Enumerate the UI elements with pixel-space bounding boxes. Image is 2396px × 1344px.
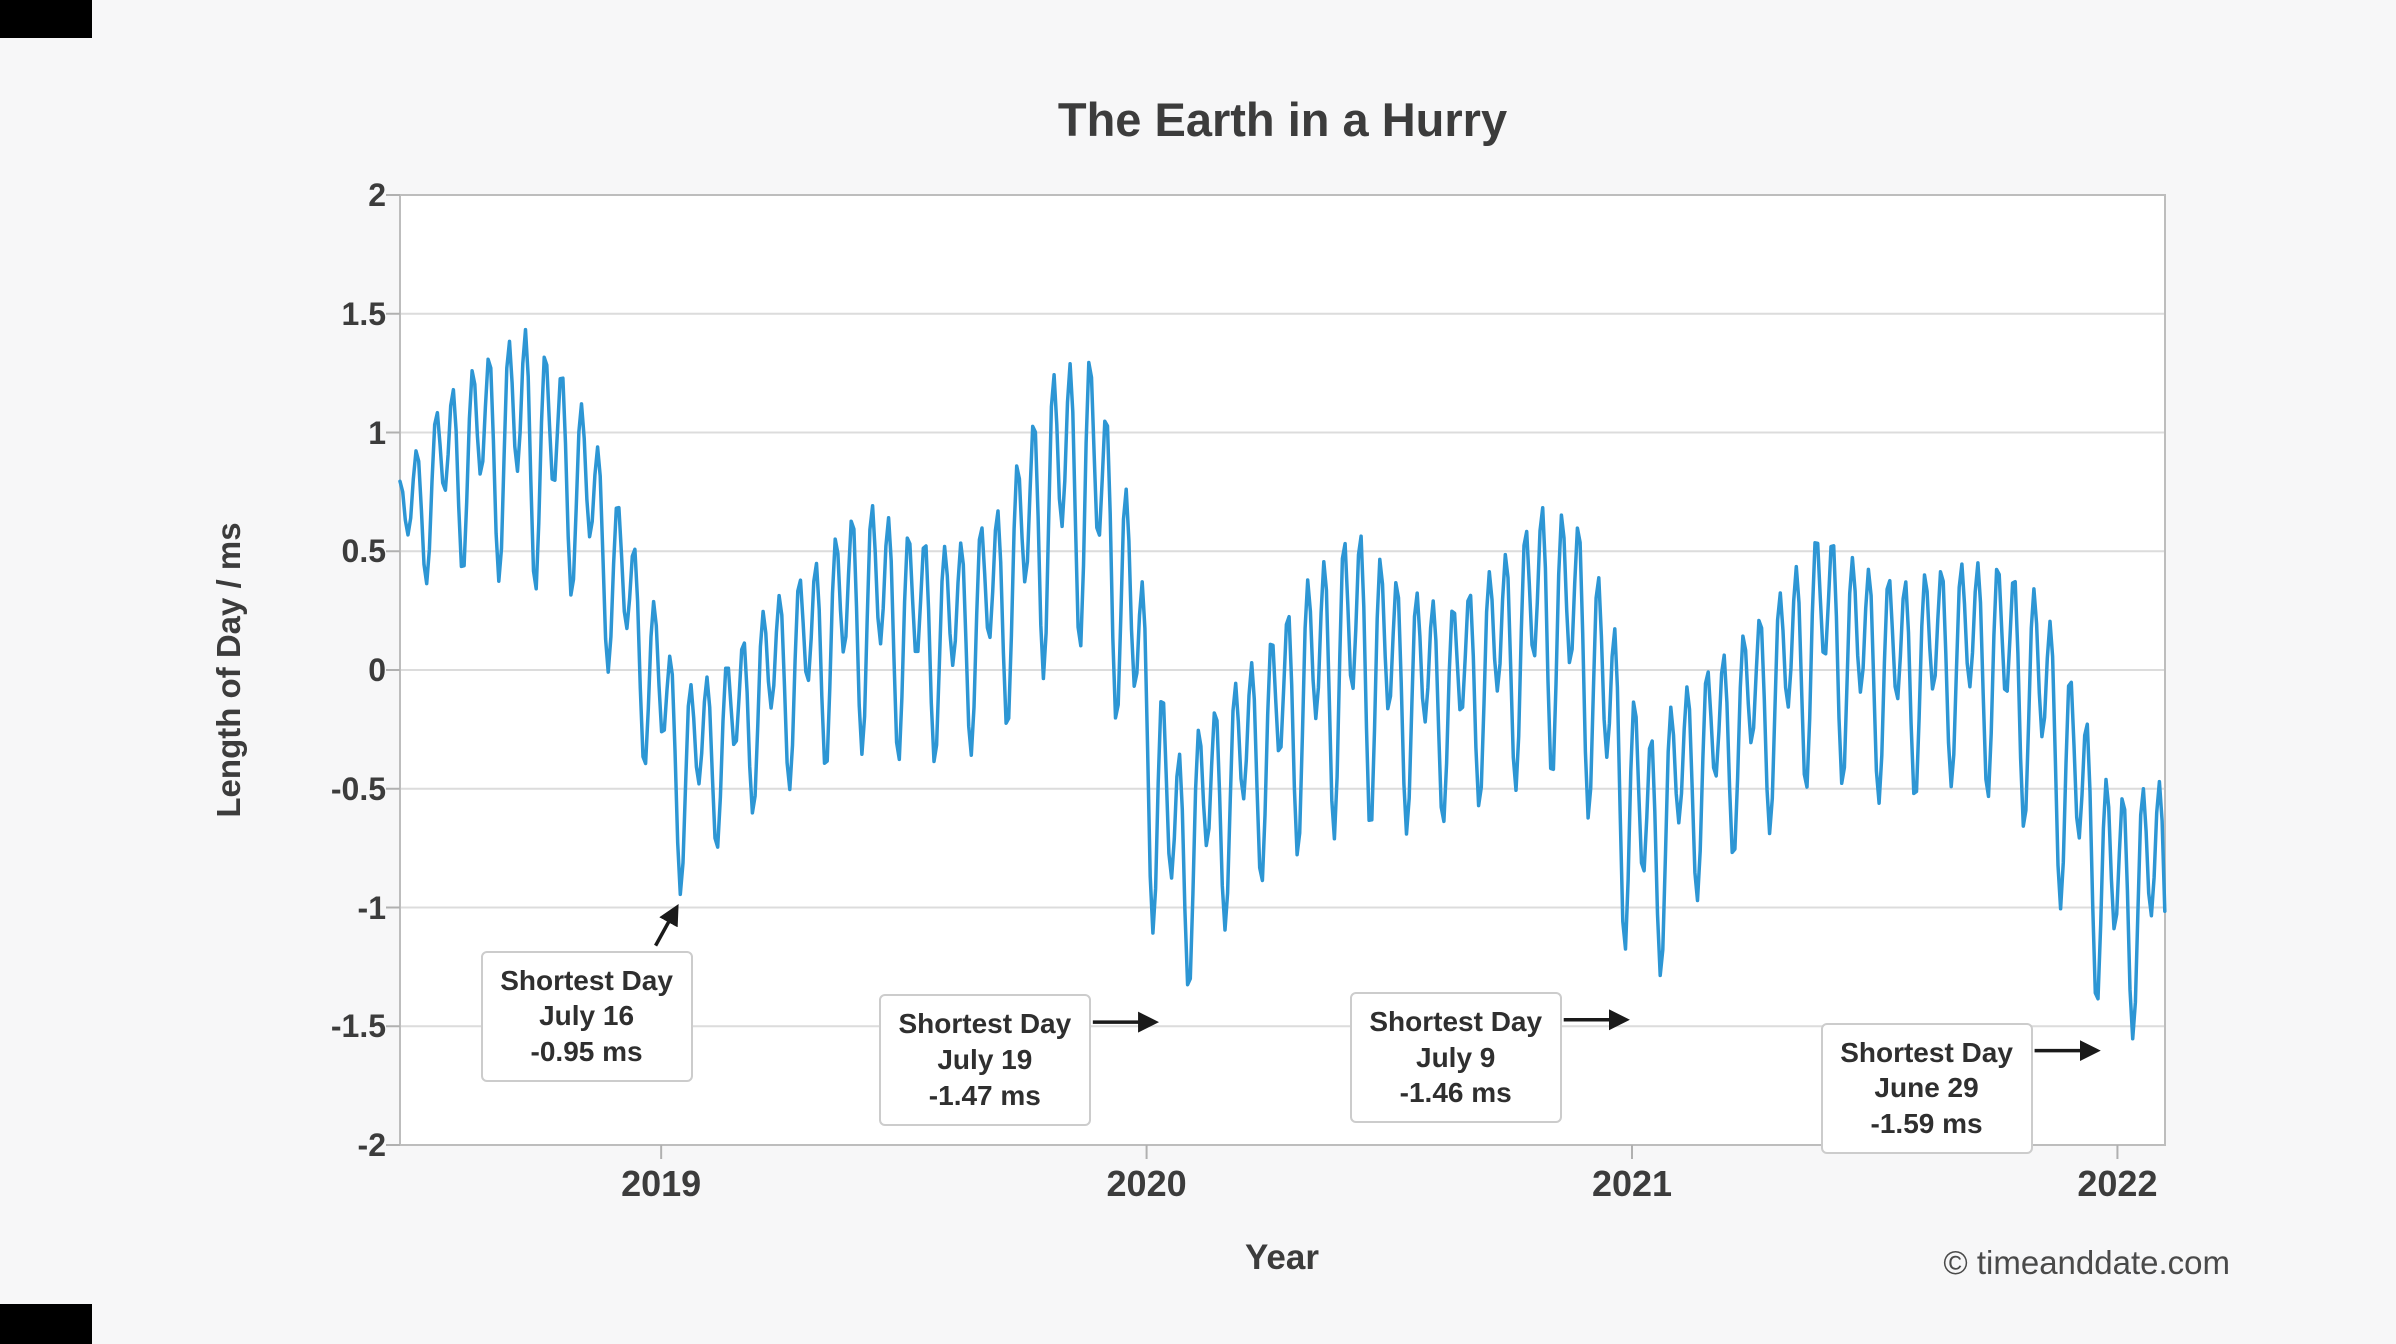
chart-svg bbox=[386, 194, 2167, 1159]
annotation-line: Shortest Day bbox=[898, 1008, 1072, 1040]
y-tick-label: 0 bbox=[368, 652, 386, 688]
chart-plot-area bbox=[386, 194, 2167, 1159]
annotation-line: -1.46 ms bbox=[1399, 1077, 1512, 1109]
annotation-line: June 29 bbox=[1874, 1072, 1979, 1104]
annotation-line: -0.95 ms bbox=[530, 1036, 643, 1068]
annotation-line: July 19 bbox=[937, 1043, 1033, 1075]
x-tick-label: 2020 bbox=[1106, 1163, 1187, 1204]
annotation-line: July 9 bbox=[1416, 1041, 1496, 1073]
y-axis-title: Length of Day / ms bbox=[210, 522, 247, 818]
x-tick-label: 2019 bbox=[621, 1163, 702, 1204]
y-tick-label: 1.5 bbox=[341, 295, 386, 332]
y-tick-label: -1 bbox=[357, 889, 386, 926]
annotation-line: -1.59 ms bbox=[1870, 1108, 1983, 1140]
y-tick-label: -2 bbox=[357, 1127, 386, 1163]
chart-line bbox=[398, 327, 2167, 1041]
letterbox-corner-top-left bbox=[0, 0, 92, 38]
annotation-box-3: Shortest Day June 29 -1.59 ms bbox=[1820, 1022, 2033, 1155]
annotation-line: Shortest Day bbox=[1369, 1005, 1543, 1037]
annotation-box-0: Shortest Day July 16 -0.95 ms bbox=[480, 950, 693, 1083]
y-tick-label: 0.5 bbox=[341, 533, 386, 570]
copyright-text: © timeanddate.com bbox=[1943, 1244, 2230, 1281]
annotation-box-2: Shortest Day July 9 -1.46 ms bbox=[1349, 991, 1562, 1124]
x-axis-title: Year bbox=[1245, 1238, 1319, 1277]
chart-title: The Earth in a Hurry bbox=[1057, 93, 1508, 146]
annotation-box-1: Shortest Day July 19 -1.47 ms bbox=[878, 994, 1091, 1126]
y-tick-label: 2 bbox=[368, 177, 386, 213]
x-tick-label: 2021 bbox=[1591, 1163, 1673, 1204]
y-tick-label: 1 bbox=[368, 414, 386, 451]
letterbox-corner-bottom-left bbox=[0, 1304, 92, 1344]
x-tick-label: 2022 bbox=[2077, 1163, 2158, 1204]
annotation-arrow-0 bbox=[654, 903, 679, 947]
annotation-line: Shortest Day bbox=[500, 964, 673, 996]
annotation-line: July 16 bbox=[539, 1000, 635, 1032]
annotation-line: -1.47 ms bbox=[928, 1079, 1041, 1111]
y-tick-label: -0.5 bbox=[330, 770, 386, 807]
y-tick-label: -1.5 bbox=[330, 1008, 386, 1045]
annotation-line: Shortest Day bbox=[1840, 1036, 2013, 1068]
